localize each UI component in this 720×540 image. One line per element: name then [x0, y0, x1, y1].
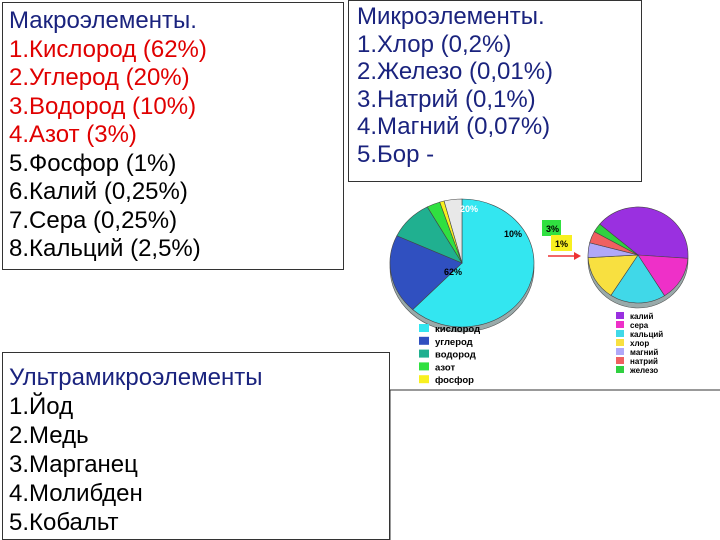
legend-main-label-2: водород: [435, 350, 476, 361]
composition-pie-charts: 3% 1% 20% 10% 62% кислород углерод водород…: [389, 198, 720, 540]
pie-slice-1: [389, 235, 463, 311]
macro-item-potassium: 6.Калий (0,25%): [9, 178, 188, 205]
ultramicroelements-panel: Ультрамикроэлементы 1.Йод 2.Медь 3.Марга…: [2, 352, 390, 540]
ultra-item-molybdenum: 4.Молибден: [9, 480, 143, 507]
micro-item-sodium: 3.Натрий (0,1%): [357, 85, 536, 113]
ultramicroelements-title: Ультрамикроэлементы: [9, 364, 263, 391]
pie-slice-5: [443, 198, 463, 264]
macro-item-hydrogen: 3.Водород (10%): [9, 92, 197, 120]
microelements-title: Микроэлементы.: [357, 3, 545, 30]
ultra-item-cobalt: 5.Кобальт: [9, 509, 119, 536]
legend-main-swatch-2: [419, 349, 429, 358]
legend-minor-label-4: магний: [630, 348, 658, 357]
micro-item-boron: 5.Бор -: [357, 140, 435, 168]
legend-minor-swatch-4: [616, 348, 624, 355]
ultra-item-manganese: 3.Марганец: [9, 451, 138, 478]
macro-item-nitrogen: 4.Азот (3%): [9, 121, 137, 148]
legend-main-label-1: углерод: [435, 337, 473, 348]
minor-elements-pie: [587, 206, 689, 309]
macro-item-phosphorus: 5.Фосфор (1%): [9, 149, 177, 177]
legend-main-label-3: азот: [435, 362, 455, 373]
macroelements-title: Макроэлементы.: [9, 7, 197, 34]
legend-main-swatch-0: [419, 324, 429, 332]
legend-main-swatch-1: [419, 336, 429, 345]
legend-minor-label-5: натрий: [630, 357, 658, 366]
ultra-item-copper: 2.Медь: [9, 422, 89, 449]
ultra-item-iodine: 1.Йод: [9, 393, 74, 420]
legend-minor-label-6: железо: [629, 366, 658, 375]
legend-minor-label-1: сера: [630, 321, 649, 330]
micro-item-iron: 2.Железо (0,01%): [357, 58, 554, 85]
legend-main-swatch-3: [419, 362, 429, 371]
pie-slice-0: [412, 198, 535, 328]
pie-label-10-percent: 10%: [504, 229, 522, 239]
pie-label-3-percent: 3%: [546, 224, 559, 234]
pie-label-1-percent: 1%: [555, 239, 568, 249]
micro-item-chlorine: 1.Хлор (0,2%): [357, 30, 512, 58]
microelements-panel: Микроэлементы. 1.Хлор (0,2%) 2.Железо (0…: [348, 0, 642, 182]
pie-label-20-percent: 20%: [460, 204, 478, 214]
legend-main-swatch-4: [419, 375, 429, 384]
legend-main-label-4: фосфор: [435, 375, 474, 386]
pie-slice-6: [593, 223, 639, 256]
legend-minor-swatch-3: [616, 339, 624, 346]
pie-slice-2: [610, 254, 665, 304]
legend-minor-label-0: калий: [630, 312, 653, 321]
macro-item-calcium: 8.Кальций (2,5%): [9, 235, 201, 262]
nitrogen-label-box: [542, 220, 561, 236]
macro-item-oxygen: 1.Кислород (62%): [9, 35, 207, 63]
legend-main-label-0: кислород: [435, 324, 480, 335]
macro-item-carbon: 2.Углерод (20%): [9, 64, 190, 91]
macroelements-panel: Макроэлементы. 1.Кислород (62%) 2.Углеро…: [2, 2, 344, 270]
macro-item-sulfur: 7.Сера (0,25%): [9, 206, 178, 234]
legend-minor-swatch-2: [616, 330, 624, 337]
phosphorus-label-box: [551, 235, 572, 251]
pie-label-62-percent: 62%: [444, 267, 462, 277]
main-elements-pie: [389, 198, 535, 333]
legend-minor-swatch-6: [616, 366, 624, 373]
legend-minor-label-2: кальций: [630, 330, 663, 339]
legend-minor-swatch-5: [616, 357, 624, 364]
connector-arrow-head: [574, 252, 581, 260]
pie-slice-0: [599, 206, 689, 259]
legend-minor-label-3: хлор: [630, 339, 649, 348]
legend-minor-swatch-0: [616, 312, 624, 319]
legend-minor-swatch-1: [616, 321, 624, 328]
micro-item-magnesium: 4.Магний (0,07%): [357, 113, 551, 140]
